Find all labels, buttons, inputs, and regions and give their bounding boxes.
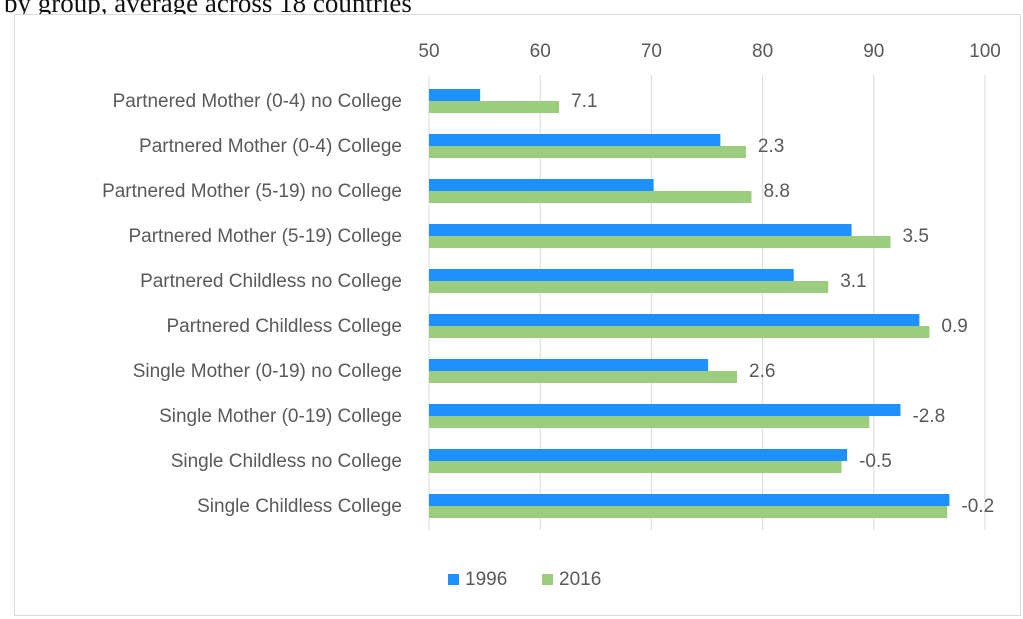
chart-frame: 50 60 70 80 90 100 Partnered Mother (0-4) no … xyxy=(14,14,1021,616)
bar-2016 xyxy=(429,506,948,518)
bar-1996 xyxy=(429,314,920,326)
legend-swatch-2016 xyxy=(542,574,553,585)
category-label: Partnered Childless no College xyxy=(140,271,402,292)
bar-2016 xyxy=(429,461,842,473)
data-label: 2.6 xyxy=(749,361,775,382)
category-label: Partnered Mother (0-4) College xyxy=(139,136,402,157)
x-tick-label: 50 xyxy=(418,41,439,62)
bar-1996 xyxy=(429,134,721,146)
bar-2016 xyxy=(429,326,930,338)
category-label: Single Mother (0-19) College xyxy=(159,406,402,427)
x-tick-label: 100 xyxy=(969,41,1001,62)
data-label: -0.2 xyxy=(961,496,994,517)
bar-2016 xyxy=(429,191,752,203)
bar-1996 xyxy=(429,224,852,236)
data-label: -2.8 xyxy=(912,406,945,427)
category-label: Partnered Childless College xyxy=(166,316,402,337)
bar-1996 xyxy=(429,269,794,281)
data-label: 8.8 xyxy=(763,181,789,202)
bar-1996 xyxy=(429,494,950,506)
legend: 1996 2016 xyxy=(448,569,601,590)
category-label: Single Childless no College xyxy=(171,451,402,472)
category-label: Partnered Mother (5-19) College xyxy=(128,226,402,247)
bar-chart: 50 60 70 80 90 100 Partnered Mother (0-4) no … xyxy=(102,41,1001,590)
data-labels: 7.1 2.3 8.8 3.5 3.1 0.9 2.6 -2.8 -0.5 -0.2 xyxy=(571,91,994,517)
bar-2016 xyxy=(429,416,870,428)
figure-caption: by group, average across 18 countries xyxy=(4,0,412,18)
data-label: 3.1 xyxy=(840,271,866,292)
bar-2016 xyxy=(429,236,891,248)
legend-label-1996: 1996 xyxy=(465,569,507,590)
category-label: Single Childless College xyxy=(197,496,402,517)
bar-1996 xyxy=(429,359,709,371)
category-label: Partnered Mother (0-4) no College xyxy=(113,91,402,112)
data-label: 3.5 xyxy=(902,226,928,247)
bar-2016 xyxy=(429,146,746,158)
bar-2016 xyxy=(429,371,738,383)
bar-2016 xyxy=(429,101,560,113)
bar-2016 xyxy=(429,281,829,293)
x-axis-ticks: 50 60 70 80 90 100 xyxy=(418,41,1000,62)
x-tick-label: 90 xyxy=(863,41,884,62)
bar-1996 xyxy=(429,89,481,101)
x-tick-label: 60 xyxy=(530,41,551,62)
data-label: 7.1 xyxy=(571,91,597,112)
category-label: Single Mother (0-19) no College xyxy=(133,361,402,382)
data-label: -0.5 xyxy=(859,451,892,472)
legend-swatch-1996 xyxy=(448,574,459,585)
data-label: 2.3 xyxy=(758,136,784,157)
bar-1996 xyxy=(429,404,901,416)
bar-1996 xyxy=(429,449,848,461)
bars xyxy=(429,89,950,518)
category-labels: Partnered Mother (0-4) no College Partner… xyxy=(102,91,402,517)
x-tick-label: 70 xyxy=(641,41,662,62)
bar-1996 xyxy=(429,179,654,191)
x-tick-label: 80 xyxy=(752,41,773,62)
data-label: 0.9 xyxy=(941,316,967,337)
category-label: Partnered Mother (5-19) no College xyxy=(102,181,402,202)
legend-label-2016: 2016 xyxy=(559,569,601,590)
